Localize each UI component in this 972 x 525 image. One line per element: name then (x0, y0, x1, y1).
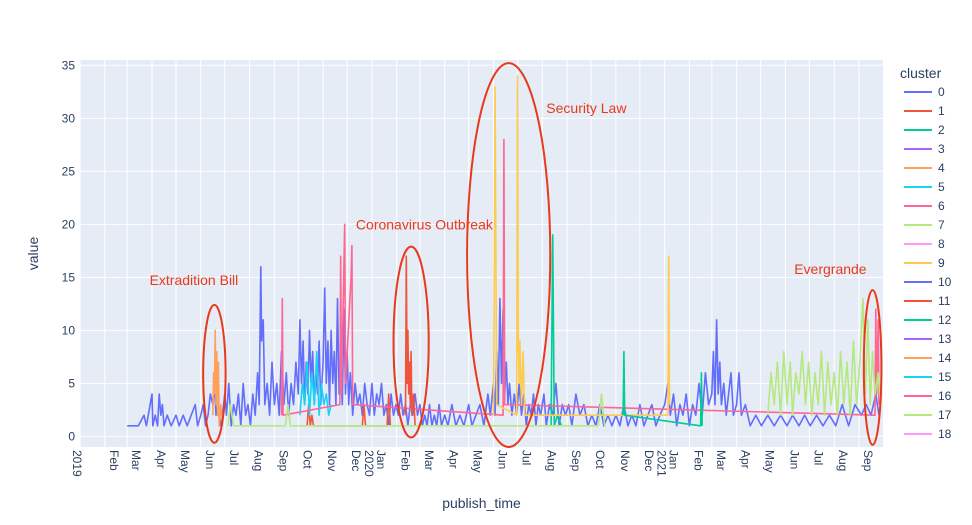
legend-label: 8 (938, 237, 945, 251)
x-tick-label: 2020 (362, 450, 376, 477)
series-line-cluster-4 (212, 329, 224, 427)
legend-label: 0 (938, 85, 945, 99)
x-tick-label: Sep (861, 450, 875, 472)
x-tick-label: 2021 (655, 450, 669, 477)
x-tick-label: Dec (349, 450, 363, 471)
series-line-cluster-9 (492, 75, 671, 416)
x-tick-label: Apr (154, 450, 168, 469)
legend-label: 12 (938, 313, 952, 327)
y-tick-label: 10 (62, 323, 76, 337)
x-tick-label: Aug (544, 450, 558, 471)
annotations: Extradition Bill Coronavirus Outbreak Secu… (150, 100, 867, 288)
legend-label: 9 (938, 256, 945, 270)
legend-label: 18 (938, 427, 952, 441)
x-tick-label: May (471, 450, 485, 473)
y-axis-ticks: 0 5 10 15 20 25 30 35 (62, 58, 76, 443)
x-tick-label: Dec (642, 450, 656, 471)
x-tick-label: Feb (107, 450, 121, 471)
x-tick-label: Aug (252, 450, 266, 471)
legend-label: 2 (938, 123, 945, 137)
y-tick-label: 35 (62, 58, 76, 72)
legend-label: 5 (938, 180, 945, 194)
x-tick-label: Jan (374, 450, 388, 469)
x-tick-label: Feb (399, 450, 413, 471)
highlight-ellipse (392, 245, 430, 439)
x-tick-label: Apr (447, 450, 461, 469)
x-tick-label: 2019 (70, 450, 84, 477)
annotation-label: Evergrande (794, 261, 867, 277)
y-tick-label: 15 (62, 270, 76, 284)
x-tick-label: Apr (739, 450, 753, 469)
annotation-label: Security Law (546, 100, 627, 116)
x-tick-label: May (178, 450, 192, 473)
series-line-cluster-11 (404, 255, 416, 426)
legend-label: 4 (938, 161, 945, 175)
highlight-ellipses (202, 62, 883, 448)
x-tick-label: Feb (691, 450, 705, 471)
legend-label: 17 (938, 408, 952, 422)
legend-label: 15 (938, 370, 952, 384)
x-tick-label: Jun (203, 450, 217, 469)
legend-title: cluster (900, 65, 942, 81)
highlight-ellipse (862, 289, 883, 446)
x-tick-label: Nov (325, 450, 339, 471)
legend-label: 16 (938, 389, 952, 403)
annotation-label: Extradition Bill (150, 272, 239, 288)
x-axis-ticks: 2019 Feb Mar Apr May Jun Jul Aug Sep Oct Nov Dec202… (70, 450, 875, 477)
legend-label: 14 (938, 351, 952, 365)
y-tick-label: 0 (68, 429, 75, 443)
y-tick-label: 25 (62, 164, 76, 178)
legend-label: 3 (938, 142, 945, 156)
legend-label: 6 (938, 199, 945, 213)
legend-label: 11 (938, 294, 951, 308)
annotation-label: Coronavirus Outbreak (356, 217, 494, 233)
series-line-cluster-12 (622, 350, 703, 427)
series-line-cluster-5 (299, 350, 332, 416)
legend-label: 10 (938, 275, 952, 289)
legend-label: 7 (938, 218, 945, 232)
x-tick-label: Jun (787, 450, 801, 469)
x-tick-label: Mar (422, 450, 436, 471)
x-tick-label: Jul (811, 450, 825, 465)
x-tick-label: Sep (569, 450, 583, 472)
y-tick-label: 20 (62, 217, 76, 231)
series-line-cluster-6 (280, 138, 880, 416)
x-tick-label: Oct (300, 450, 314, 469)
x-tick-label: Sep (276, 450, 290, 472)
x-tick-label: Jan (667, 450, 681, 469)
series-lines (127, 75, 882, 427)
highlight-ellipse (466, 62, 552, 448)
x-tick-label: Jul (227, 450, 241, 465)
x-tick-label: Mar (129, 450, 143, 471)
series-line-cluster-7 (767, 297, 882, 416)
y-axis-title: value (25, 237, 41, 271)
series-line-cluster-17 (227, 393, 606, 427)
x-tick-label: Jun (495, 450, 509, 469)
x-tick-label: Mar (714, 450, 728, 471)
x-tick-label: Jul (519, 450, 533, 465)
x-axis-title: publish_time (442, 495, 521, 511)
x-tick-label: May (763, 450, 777, 473)
x-tick-label: Nov (618, 450, 632, 471)
y-tick-label: 30 (62, 111, 76, 125)
y-tick-label: 5 (68, 376, 75, 390)
highlight-ellipse (202, 303, 227, 444)
x-tick-label: Oct (593, 450, 607, 469)
legend-label: 1 (938, 104, 945, 118)
legend-label: 13 (938, 332, 952, 346)
x-tick-label: Aug (836, 450, 850, 471)
series-line-cluster-0 (127, 266, 880, 427)
